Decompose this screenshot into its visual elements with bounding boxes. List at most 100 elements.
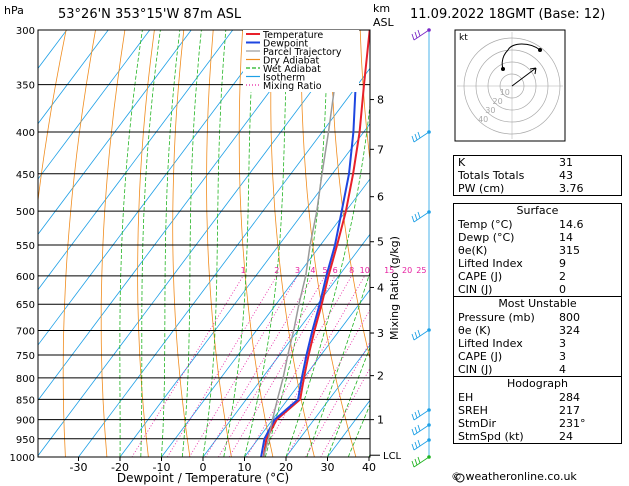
- pressure-tick-label: 900: [16, 416, 35, 427]
- temp-tick-label: 0: [200, 461, 207, 474]
- km-tick-label: 3: [377, 327, 384, 340]
- hpa-label: hPa: [4, 4, 24, 17]
- isotherm-line: [38, 30, 234, 291]
- mixing-ratio-line: [205, 275, 314, 457]
- wet-adiabat-line: [264, 30, 329, 457]
- mixing-ratio-label: 3: [295, 266, 300, 275]
- wind-barb-icon: [411, 329, 430, 341]
- surface-row: Dewp (°C) 14: [458, 231, 573, 244]
- lcl-label: LCL: [383, 451, 402, 462]
- pressure-tick-label: 550: [16, 241, 35, 252]
- plot-frame: [37, 29, 371, 458]
- dry-adiabat-line: [38, 30, 67, 204]
- hodograph-ring-label: 30: [485, 106, 495, 115]
- isotherm-line: [119, 123, 370, 457]
- dry-adiabat-line: [206, 30, 232, 457]
- legend-label: Dry Adiabat: [263, 56, 320, 67]
- temp-tick-label: -10: [153, 461, 171, 474]
- pressure-tick-label: 1000: [10, 453, 35, 464]
- mixing-ratio-label: 15: [384, 266, 394, 275]
- mixing-ratio-label: 2: [274, 266, 279, 275]
- storm-motion-arrow-icon: [511, 67, 537, 87]
- dry-adiabat-line: [359, 30, 370, 164]
- series-parcel-trajectory: [262, 30, 342, 457]
- mixing-ratio-label: 10: [360, 266, 370, 275]
- hodograph-unit: kt: [459, 33, 468, 43]
- hodograph-ring-label: 10: [500, 88, 510, 97]
- datetime-title: 11.09.2022 18GMT (Base: 12): [410, 7, 606, 22]
- pressure-tick-label: 850: [16, 395, 35, 406]
- hodograph-point: [501, 67, 505, 71]
- surface-panel: Surface Temp (°C) 14.6 Dewp (°C) 14 θe(K) 3…: [453, 203, 622, 444]
- pressure-tick-label: 650: [16, 300, 35, 311]
- hodo-row: StmSpd (kt) 24: [458, 430, 573, 443]
- pressure-tick-label: 750: [16, 351, 35, 362]
- hodograph-trace: [501, 43, 541, 71]
- pressure-tick-label: 800: [16, 374, 35, 385]
- surface-title: Surface: [516, 204, 559, 217]
- surface-row: Lifted Index 9: [458, 257, 566, 270]
- pressure-tick-label: 350: [16, 81, 35, 92]
- mixing-ratio-label: 6: [333, 266, 338, 275]
- wind-barb-icon: [411, 439, 430, 451]
- mixing-ratio-label: 1: [241, 266, 246, 275]
- wind-barb-icon: [411, 424, 430, 436]
- isotherm-line: [285, 344, 370, 457]
- wind-barb-icon: [411, 211, 430, 223]
- pressure-tick-label: 300: [16, 26, 35, 37]
- legend-label: Wet Adiabat: [263, 64, 321, 75]
- isotherm-line: [202, 233, 370, 457]
- legend-label: Isotherm: [263, 73, 305, 84]
- mu-row: Lifted Index 3: [458, 337, 566, 350]
- x-axis-label: Dewpoint / Temperature (°C): [117, 471, 289, 485]
- mu-row: Pressure (mb) 800: [458, 311, 580, 324]
- mixing-ratio-line: [131, 275, 244, 457]
- most-unstable-title: Most Unstable: [454, 296, 621, 311]
- temp-tick-label: 20: [279, 461, 293, 474]
- asl-label: ASL: [373, 16, 394, 29]
- mixing-ratio-line: [286, 308, 370, 457]
- isotherm-line: [38, 30, 151, 180]
- legend-label: Dewpoint: [263, 39, 308, 50]
- legend-box: [243, 30, 359, 92]
- km-tick-label: 8: [377, 94, 384, 107]
- mixing-ratio-line: [189, 275, 298, 457]
- mu-row: CAPE (J) 3: [458, 350, 566, 363]
- index-row: PW (cm) 3.76: [458, 182, 584, 195]
- mixing-ratio-label: 8: [349, 266, 354, 275]
- index-row: K 31: [458, 156, 573, 169]
- hodograph-point: [538, 48, 542, 52]
- hodograph-title: Hodograph: [454, 376, 621, 391]
- mixing-ratio-axis-label: Mixing Ratio (g/kg): [388, 236, 401, 340]
- isotherm-line: [244, 289, 370, 457]
- mu-row: CIN (J) 4: [458, 363, 566, 376]
- wet-adiabat-line: [161, 30, 181, 457]
- isotherm-line: [38, 30, 192, 235]
- mixing-ratio-line: [228, 275, 336, 457]
- isotherm-line: [161, 178, 370, 457]
- surface-row: Temp (°C) 14.6: [458, 218, 584, 231]
- wind-barb-icon: [411, 409, 430, 421]
- hodograph-ring-label: 20: [493, 97, 503, 106]
- legend-label: Mixing Ratio: [263, 81, 322, 92]
- mixing-ratio-label: 5: [323, 266, 328, 275]
- hodograph-ring-label: 40: [478, 115, 488, 124]
- legend-label: Parcel Trajectory: [263, 47, 342, 58]
- series-dewpoint: [260, 30, 359, 457]
- wet-adiabat-line: [140, 30, 161, 457]
- mu-row: θe (K) 324: [458, 324, 580, 337]
- isotherm-line: [38, 30, 317, 401]
- km-tick-label: 7: [377, 143, 384, 156]
- wet-adiabat-line: [306, 271, 370, 457]
- copyright-icon: [455, 473, 465, 483]
- km-tick-label: 5: [377, 236, 384, 249]
- temp-tick-label: 30: [321, 461, 335, 474]
- hodo-row: EH 284: [458, 391, 580, 404]
- pressure-tick-label: 500: [16, 207, 35, 218]
- isotherm-line: [78, 67, 370, 457]
- dry-adiabat-line: [137, 30, 155, 457]
- wind-barb-icon: [411, 29, 430, 41]
- wind-barb-icon: [411, 131, 430, 143]
- km-tick-label: 6: [377, 191, 384, 204]
- isotherm-line: [38, 30, 109, 125]
